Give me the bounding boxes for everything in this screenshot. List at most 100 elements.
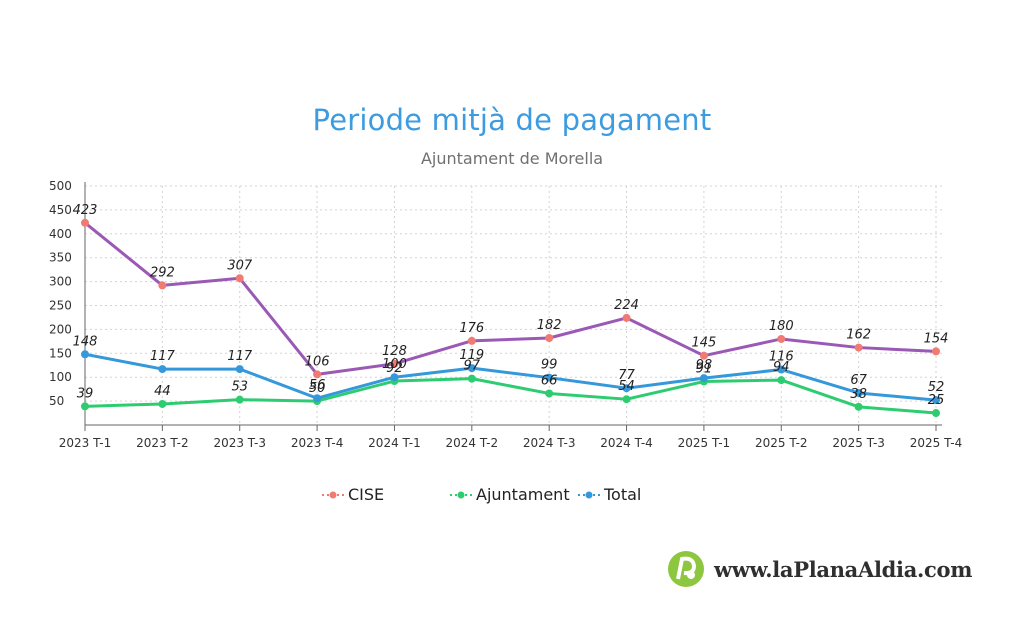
- data-point-total: [158, 365, 167, 374]
- data-label-cise: 182: [537, 318, 562, 333]
- data-point-ajuntament: [622, 395, 631, 404]
- data-label-cise: 128: [382, 344, 407, 359]
- data-point-total: [313, 394, 322, 403]
- data-point-total: [932, 396, 940, 405]
- data-label-total: 148: [73, 334, 98, 349]
- data-point-total: [235, 365, 244, 374]
- x-tick-label: 2025 T-2: [755, 436, 808, 450]
- data-label-total: 116: [769, 350, 794, 365]
- legend-label-ajuntament: Ajuntament: [476, 485, 570, 504]
- y-tick-label: 300: [49, 275, 72, 289]
- data-point-total: [390, 373, 399, 382]
- x-tick-label: 2024 T-3: [523, 436, 576, 450]
- data-label-cise: 423: [73, 203, 98, 218]
- series-line-ajuntament: [84, 377, 937, 415]
- data-point-cise: [467, 336, 476, 345]
- data-label-ajuntament: 44: [154, 384, 171, 399]
- y-tick-label: 350: [49, 251, 72, 265]
- series-line-cise: [84, 221, 937, 376]
- data-label-total: 119: [459, 348, 484, 363]
- data-point-cise: [932, 347, 940, 356]
- data-label-total: 100: [382, 357, 407, 372]
- chart-title: Periode mitjà de pagament: [312, 103, 712, 137]
- legend-marker-total: [578, 490, 600, 500]
- data-label-total: 67: [850, 373, 867, 388]
- data-label-total: 56: [309, 378, 326, 393]
- y-tick-label: 400: [49, 227, 72, 241]
- data-label-ajuntament: 25: [928, 393, 945, 408]
- chart-subtitle: Ajuntament de Morella: [420, 149, 604, 168]
- data-point-ajuntament: [777, 376, 786, 385]
- data-label-total: 99: [541, 358, 558, 373]
- data-label-cise: 154: [924, 331, 949, 346]
- data-label-ajuntament: 39: [77, 386, 94, 401]
- x-tick-label: 2024 T-2: [446, 436, 499, 450]
- chart-grid: [85, 185, 942, 425]
- legend-item-cise[interactable]: CISE: [322, 485, 384, 504]
- data-point-cise: [81, 218, 89, 227]
- legend-label-cise: CISE: [348, 485, 385, 504]
- data-label-cise: 106: [305, 354, 330, 369]
- data-label-ajuntament: 50: [309, 381, 326, 396]
- x-tick-label: 2025 T-4: [910, 436, 963, 450]
- data-label-cise: 224: [614, 298, 639, 313]
- chart-axes: 50 100 150 200 250 300 350 400 450 500 2023 T-1 202…: [49, 179, 962, 450]
- legend-item-total[interactable]: Total: [578, 485, 641, 504]
- legend-marker-ajuntament: [450, 490, 472, 500]
- data-point-ajuntament: [545, 389, 554, 398]
- data-point-ajuntament: [158, 399, 167, 408]
- data-point-cise: [622, 313, 631, 322]
- data-point-total: [777, 365, 786, 374]
- x-tick-label: 2023 T-1: [59, 436, 112, 450]
- data-point-cise: [158, 281, 167, 290]
- data-label-total: 98: [696, 358, 713, 373]
- data-point-ajuntament: [932, 409, 940, 418]
- legend-item-ajuntament[interactable]: Ajuntament: [450, 485, 570, 504]
- data-label-ajuntament: 38: [850, 387, 867, 402]
- legend-label-total: Total: [604, 485, 642, 504]
- x-tick-label: 2023 T-4: [291, 436, 344, 450]
- x-tick-label: 2025 T-1: [678, 436, 731, 450]
- data-label-total: 117: [227, 349, 253, 364]
- data-label-ajuntament: 94: [773, 360, 790, 375]
- data-label-ajuntament: 66: [541, 373, 558, 388]
- series-line-total: [84, 352, 937, 402]
- chart-series: [81, 218, 940, 418]
- data-label-ajuntament: 97: [464, 359, 481, 374]
- laplanaaldia-logo-icon: [668, 551, 704, 587]
- data-point-ajuntament: [235, 395, 244, 404]
- data-label-ajuntament: 91: [696, 362, 713, 377]
- data-point-total: [622, 384, 631, 393]
- data-point-cise: [545, 334, 554, 343]
- y-tick-label: 500: [49, 179, 72, 193]
- data-point-cise: [777, 334, 786, 343]
- data-point-cise: [854, 343, 863, 352]
- data-label-cise: 307: [227, 258, 253, 273]
- data-point-total: [81, 350, 89, 359]
- y-tick-label: 200: [49, 322, 72, 336]
- watermark: www.laPlanaAldia.com: [666, 549, 972, 589]
- data-point-ajuntament: [467, 374, 476, 383]
- x-tick-label: 2023 T-3: [213, 436, 266, 450]
- data-point-ajuntament: [81, 402, 89, 411]
- chart-data-labels: 423 292 307 106 128 176 182 224 145 180 162 154 39 44…: [73, 203, 949, 408]
- data-point-total: [545, 373, 554, 382]
- data-point-total: [467, 364, 476, 373]
- data-label-total: 117: [150, 349, 176, 364]
- data-label-cise: 292: [150, 265, 175, 280]
- data-point-total: [854, 388, 863, 397]
- data-point-cise: [390, 359, 399, 368]
- y-tick-label: 100: [49, 370, 72, 384]
- data-point-cise: [699, 351, 708, 360]
- y-tick-label: 250: [49, 299, 72, 313]
- data-label-cise: 145: [691, 336, 716, 351]
- y-tick-label: 50: [49, 394, 64, 408]
- data-label-cise: 176: [459, 321, 484, 336]
- data-label-cise: 162: [846, 328, 871, 343]
- y-tick-label: 150: [49, 346, 72, 360]
- data-label-total: 77: [618, 368, 635, 383]
- x-tick-label: 2023 T-2: [136, 436, 189, 450]
- x-tick-label: 2024 T-4: [600, 436, 653, 450]
- data-label-cise: 180: [769, 319, 794, 334]
